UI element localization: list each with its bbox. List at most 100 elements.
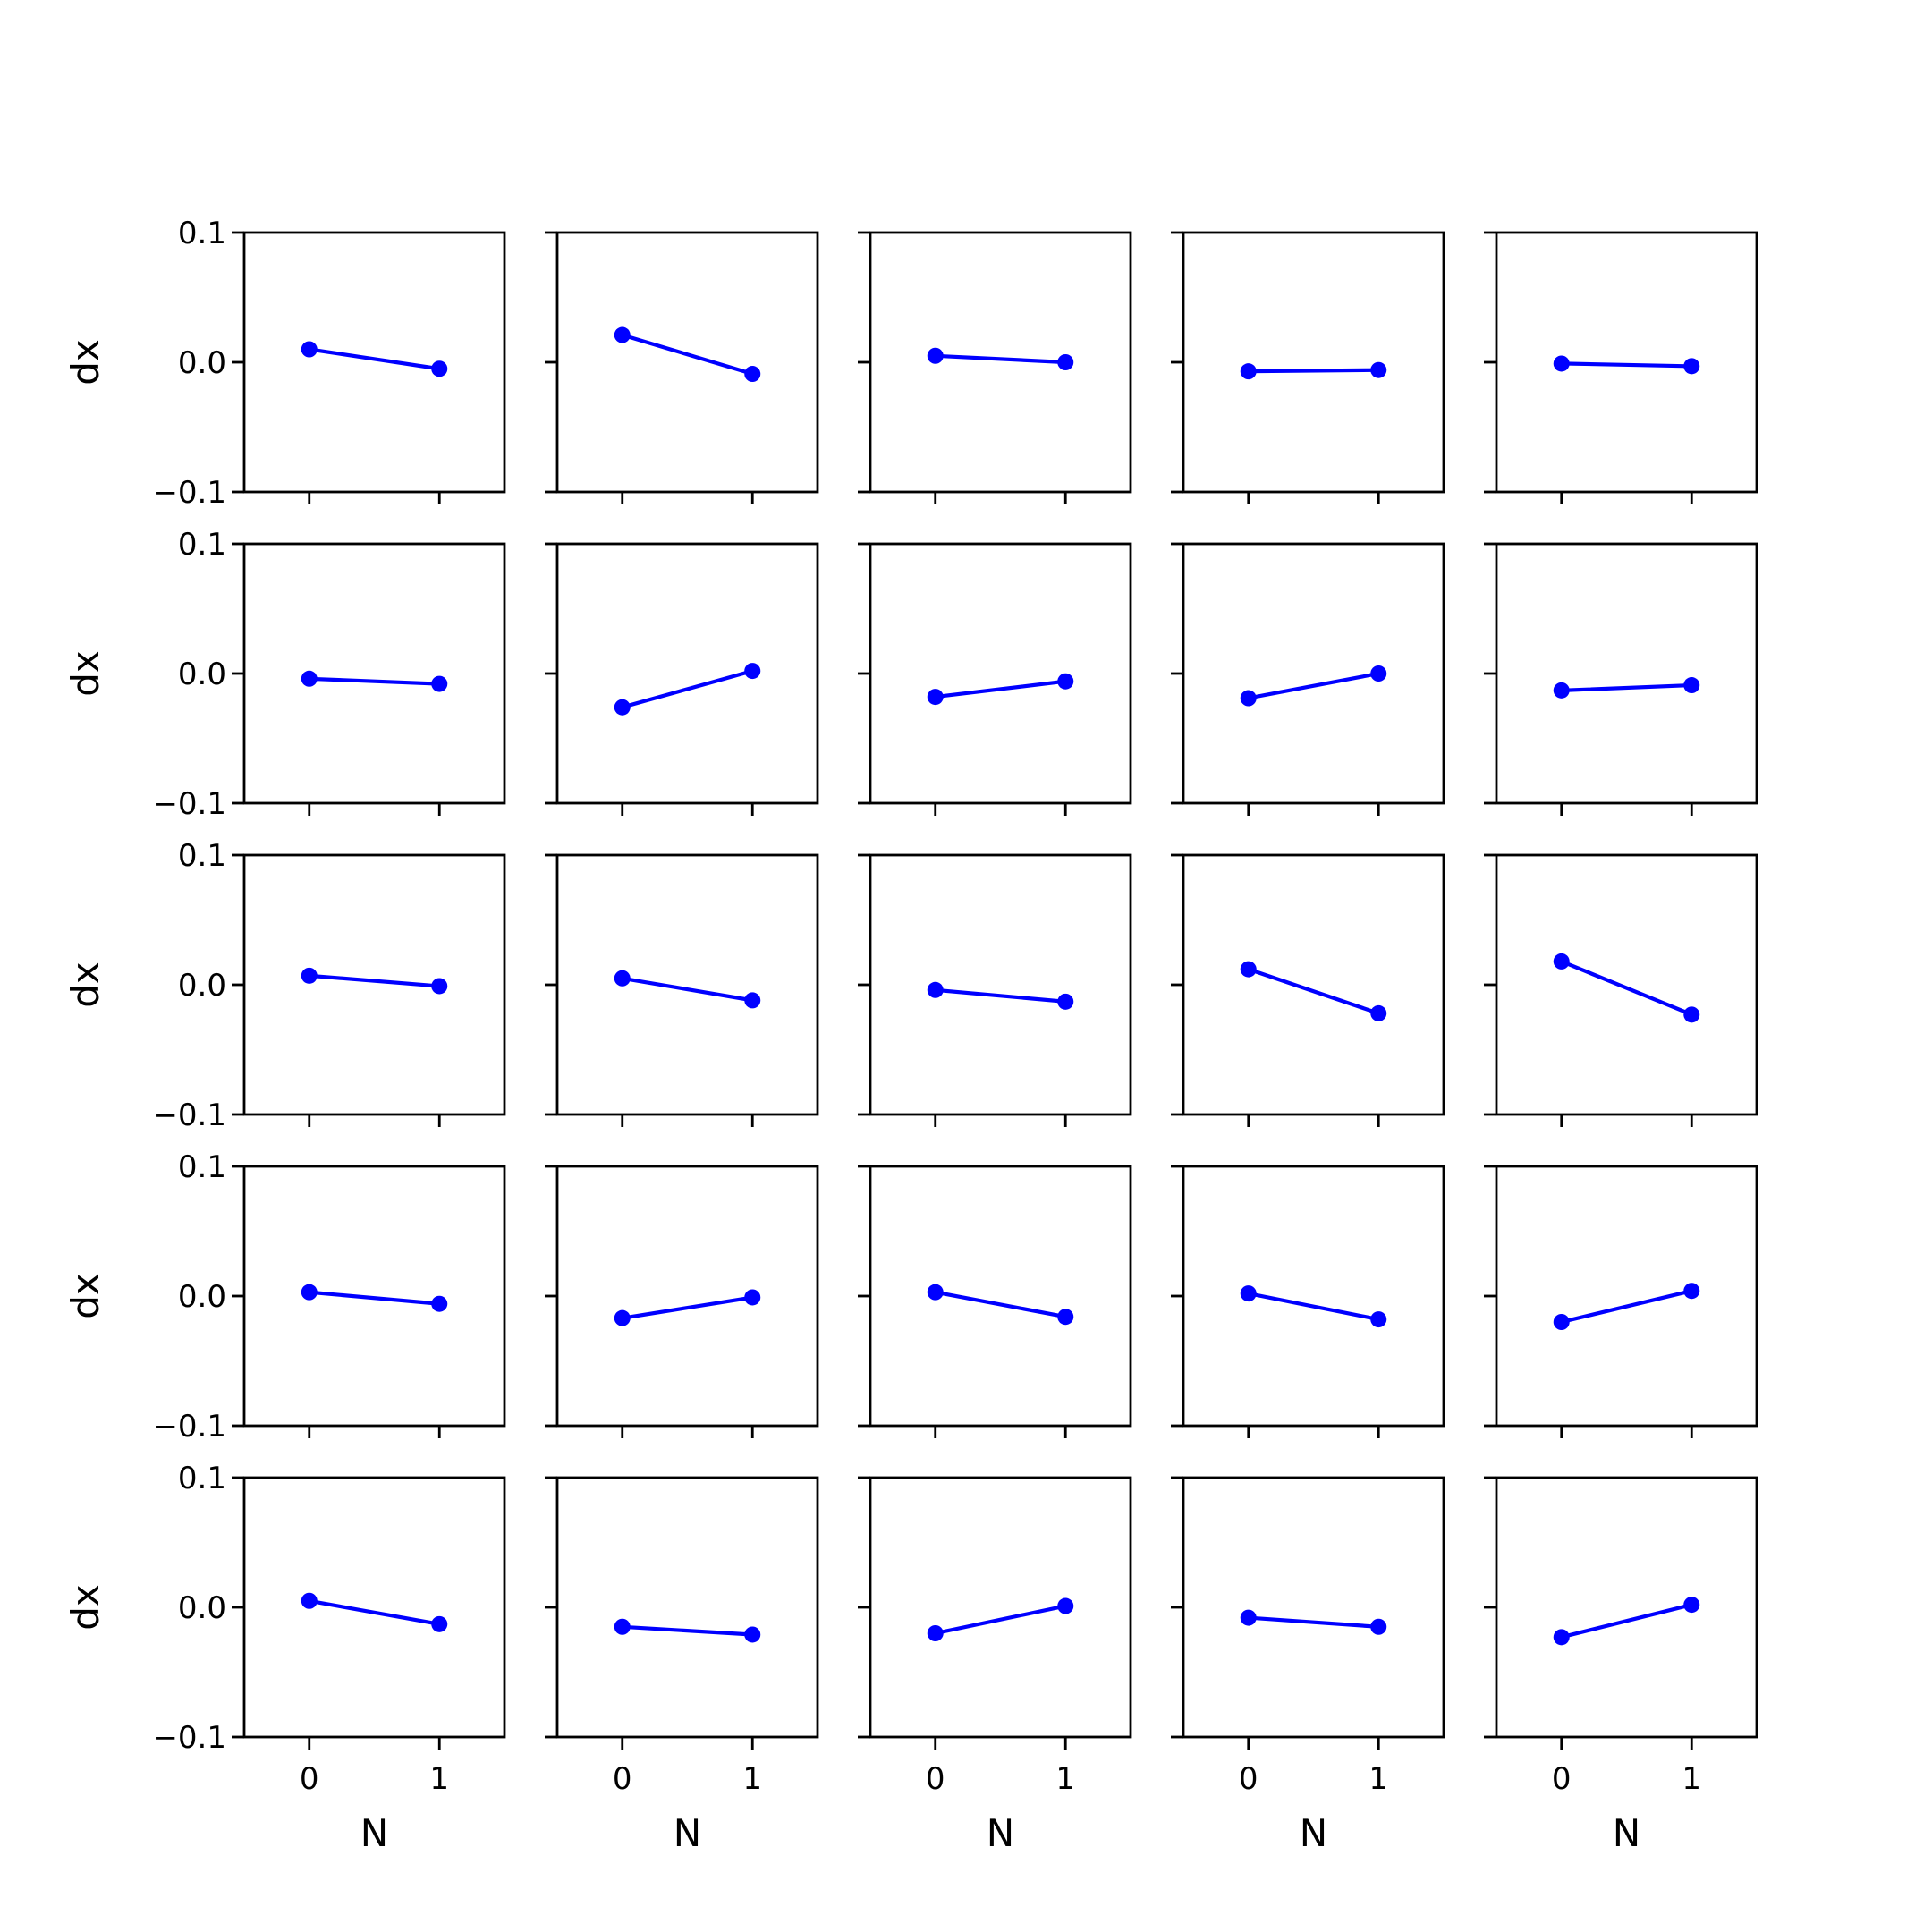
axes-frame: [242, 853, 506, 1116]
data-point: [1553, 355, 1570, 372]
y-tick-label: 0.1: [178, 216, 226, 251]
series-line: [1559, 1288, 1694, 1325]
series-line: [1559, 361, 1694, 369]
subplot-r2-c5: [1484, 542, 1758, 816]
series-line: [933, 679, 1068, 699]
x-tick-label: 0: [1552, 1761, 1572, 1797]
subplot-r4-c3: [858, 1165, 1132, 1438]
axes-frame: [869, 1165, 1132, 1428]
subplot-r4-c5: [1484, 1165, 1758, 1438]
subplot-r2-c3: [858, 542, 1132, 816]
subplot-r5-c5: 0 1 N: [1484, 1476, 1758, 1855]
axes-frame: [1182, 853, 1445, 1116]
data-point: [1370, 361, 1387, 378]
data-point: [744, 663, 761, 680]
data-point: [614, 1618, 631, 1635]
axes-frame: [869, 853, 1132, 1116]
data-point: [927, 1284, 944, 1301]
series-line: [620, 668, 755, 710]
data-point: [431, 360, 448, 377]
axes-frame: [1182, 231, 1445, 494]
axes-frame: [869, 1476, 1132, 1739]
axes-frame: [1495, 542, 1758, 805]
x-tick-label: 0: [926, 1761, 945, 1797]
axes-frame: [1182, 1165, 1445, 1428]
data-point: [431, 978, 448, 995]
data-point: [1240, 690, 1257, 707]
data-point: [1240, 1609, 1257, 1626]
data-point: [301, 1592, 318, 1609]
axes-frame: [555, 1476, 819, 1739]
data-point: [1057, 993, 1074, 1010]
data-point: [614, 699, 631, 716]
y-tick-label: −0.1: [152, 475, 226, 511]
y-axis-label: dx: [64, 339, 107, 386]
data-point: [301, 670, 318, 687]
data-point: [1240, 1285, 1257, 1302]
series-line: [1246, 966, 1381, 1016]
series-line: [620, 332, 755, 377]
x-axis-label: N: [360, 1811, 388, 1855]
series-line: [933, 987, 1068, 1004]
axes-frame: [1495, 1476, 1758, 1739]
x-tick-label: 0: [300, 1761, 319, 1797]
data-point: [614, 326, 631, 343]
data-point: [927, 689, 944, 706]
series-line: [307, 973, 442, 988]
axes-frame: [869, 542, 1132, 805]
data-point: [1057, 1309, 1074, 1326]
axes-frame: [555, 542, 819, 805]
subplot-r4-c2: [545, 1165, 819, 1438]
data-point: [1683, 358, 1700, 375]
data-point: [614, 1309, 631, 1326]
data-point: [431, 1295, 448, 1312]
data-point: [301, 1284, 318, 1301]
y-tick-label: −0.1: [152, 1097, 226, 1133]
data-point: [1683, 1006, 1700, 1023]
series-line: [1246, 368, 1381, 374]
axes-frame: [242, 1476, 506, 1739]
subplot-r1-c5: [1484, 231, 1758, 504]
series-line: [620, 976, 755, 1003]
x-axis-label: N: [674, 1811, 701, 1855]
subplot-r5-c2: 0 1 N: [545, 1476, 819, 1855]
y-tick-label: −0.1: [152, 1409, 226, 1445]
subplot-r3-c3: [858, 853, 1132, 1127]
y-tick-label: 0.1: [178, 1461, 226, 1496]
data-point: [1057, 673, 1074, 690]
subplot-r4-c4: [1171, 1165, 1445, 1438]
data-point: [744, 1626, 761, 1643]
y-tick-label: −0.1: [152, 786, 226, 822]
data-point: [1683, 677, 1700, 694]
data-point: [744, 992, 761, 1009]
subplot-r5-c4: 0 1 N: [1171, 1476, 1445, 1855]
data-point: [1370, 665, 1387, 682]
data-point: [1057, 1597, 1074, 1614]
axes-frame: [1495, 853, 1758, 1116]
axes-frame: [242, 1165, 506, 1428]
axes-frame: [1182, 1476, 1445, 1739]
x-axis-label: N: [987, 1811, 1014, 1855]
y-tick-label: 0.1: [178, 527, 226, 563]
axes-frame: [555, 231, 819, 494]
y-axis-label: dx: [64, 650, 107, 697]
data-point: [1553, 1314, 1570, 1330]
axes-frame: [242, 231, 506, 494]
axes-frame: [1495, 1165, 1758, 1428]
data-point: [1553, 1629, 1570, 1646]
x-tick-label: 1: [1368, 1761, 1388, 1797]
y-tick-label: −0.1: [152, 1720, 226, 1756]
data-point: [301, 967, 318, 984]
x-tick-label: 1: [429, 1761, 449, 1797]
series-line: [933, 1290, 1068, 1319]
data-point: [1370, 1004, 1387, 1021]
data-point: [1370, 1311, 1387, 1328]
y-tick-label: 0.1: [178, 1149, 226, 1185]
y-tick-label: 0.0: [178, 345, 226, 381]
x-tick-label: 0: [613, 1761, 632, 1797]
subplot-r2-c2: [545, 542, 819, 816]
series-line: [1246, 671, 1381, 700]
subplot-r5-c3: 0 1 N: [858, 1476, 1132, 1855]
axes-frame: [242, 542, 506, 805]
series-line: [1246, 1291, 1381, 1322]
